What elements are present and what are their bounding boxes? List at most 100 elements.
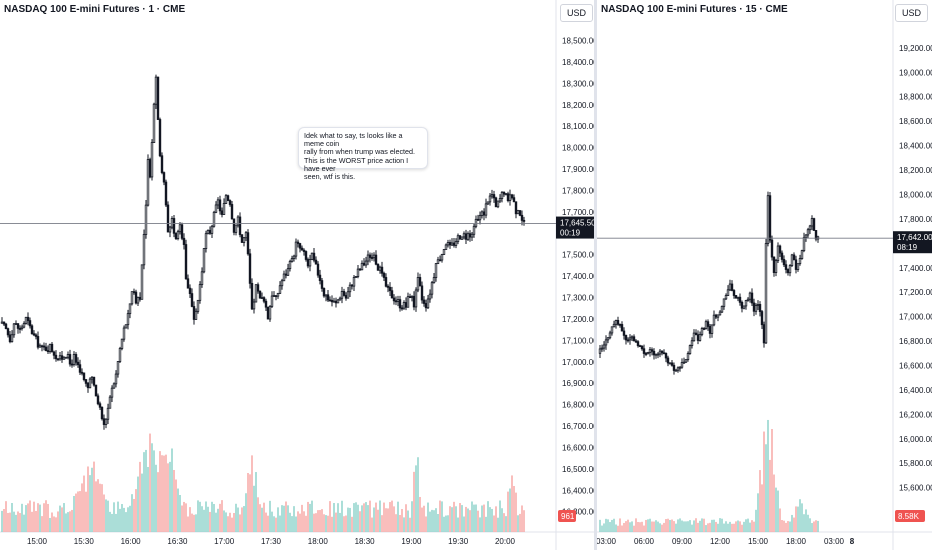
volume-bar [497,517,499,532]
volume-bar [743,521,745,532]
volume-bar [433,510,435,532]
candle-body [182,237,186,245]
candle-body [90,376,94,380]
volume-bar [715,521,717,532]
last-price-label: 17,642.00 [897,233,932,242]
left-currency-button[interactable]: USD [560,4,594,22]
candle-body [268,305,272,320]
candle-body [46,350,50,353]
volume-bar [145,449,147,532]
volume-bar [507,491,509,532]
candle-body [466,233,470,240]
candle-body [484,203,488,216]
candle-body [188,287,192,294]
volume-bar [757,493,759,532]
candle-body [66,354,70,358]
candle-body [676,367,680,371]
candle-body [422,299,426,304]
right-currency-button[interactable]: USD [895,4,929,22]
volume-bar [787,521,789,532]
volume-bar [129,505,131,532]
volume-bar [501,508,503,532]
volume-bar [149,433,151,532]
volume-bar [163,455,165,532]
candle-body [40,345,44,348]
right-chart-canvas[interactable]: 19,200.00 19,000.00 18,800.00 18,600.00 18,4… [597,0,932,550]
candle-body [428,293,432,300]
volume-bar [209,511,211,532]
volume-bar [733,523,735,532]
candle-body [464,233,468,240]
candle-body [18,327,22,330]
volume-bar [383,502,385,532]
volume-bar [45,500,47,532]
candle-body [668,362,672,365]
candle-body [92,376,96,386]
volume-bar [435,508,437,532]
candle-body [192,306,196,320]
volume-bar [349,507,351,532]
candle-body [286,268,290,276]
volume-bar [63,503,65,532]
volume-bar [607,519,609,532]
candle-body [808,225,812,231]
volume-bar [173,469,175,532]
candle-body [248,253,252,284]
volume-bar [111,513,113,532]
left-chart-pane[interactable]: 18,500.00 18,400.00 18,300.00 18,200.00 18,1… [0,0,594,550]
chart-note[interactable]: Idek what to say, ts looks like a meme c… [298,127,428,181]
candle-body [370,257,374,259]
candle-body [308,259,312,267]
volume-bar [271,511,273,532]
volume-bar [131,494,133,532]
left-symbol-title[interactable]: NASDAQ 100 E-mini Futures · 1 · CME [4,4,186,15]
volume-bar [783,520,785,532]
volume-bar [309,503,311,532]
candle-body [806,229,810,236]
volume-bar [187,516,189,532]
volume-bar [189,507,191,532]
volume-bar [455,506,457,532]
volume-bar [429,511,431,532]
volume-bar [23,514,25,532]
volume-bar [737,520,739,532]
bar-countdown-label: 08:19 [897,243,918,252]
price-tick-label: 15,600.00 [899,484,932,493]
candle-body [84,379,88,384]
right-symbol-title[interactable]: NASDAQ 100 E-mini Futures · 15 · CME [601,4,788,15]
candle-body [126,313,130,326]
candle-body [174,232,178,240]
price-tick-label: 16,000.00 [899,435,932,444]
left-chart-canvas[interactable]: 18,500.00 18,400.00 18,300.00 18,200.00 18,1… [0,0,594,550]
volume-bar [95,481,97,532]
candle-body [458,235,462,240]
candle-body [704,321,708,329]
volume-bar [717,523,719,532]
candle-body [450,242,454,246]
price-tick-label: 17,800.00 [562,186,594,195]
volume-bar [741,524,743,532]
volume-bar [261,507,263,532]
candle-body [454,241,458,246]
candle-body [364,260,368,266]
volume-bar [19,513,21,532]
candle-body [162,172,166,183]
candle-body [682,361,686,364]
volume-bar [231,517,233,532]
volume-bar [459,503,461,532]
right-chart-pane[interactable]: 19,200.00 19,000.00 18,800.00 18,600.00 18,4… [597,0,932,550]
volume-bar [463,516,465,532]
candle-body [138,296,142,300]
candle-body [180,224,184,239]
candle-body [664,353,668,359]
volume-bar [157,472,159,532]
volume-bar [121,504,123,532]
candle-body [770,239,774,258]
price-tick-label: 17,100.00 [562,336,594,345]
pane-divider[interactable] [594,0,597,550]
volume-bar [503,513,505,532]
volume-bar [673,521,675,532]
candle-body [184,244,188,280]
volume-bar [283,505,285,532]
candle-body [756,304,760,306]
